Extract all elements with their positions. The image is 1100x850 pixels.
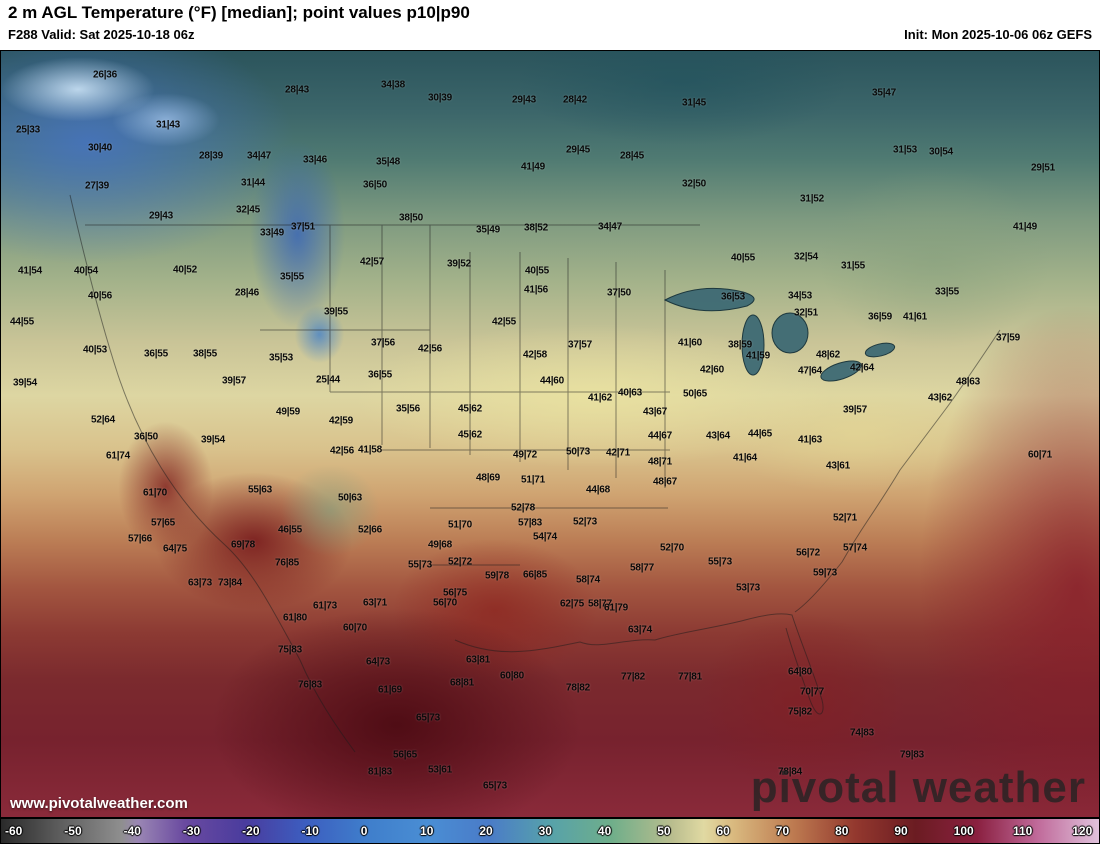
init-time-label: Init: Mon 2025-10-06 06z GEFS [904,27,1092,42]
colorbar-tick: 90 [894,824,908,838]
temperature-map [0,50,1100,818]
colorbar-tick: 20 [479,824,493,838]
colorbar-tick: 100 [953,824,974,838]
colorbar-tick: 120 [1072,824,1093,838]
colorbar-tick: 0 [360,824,368,838]
colorbar-tick: 110 [1012,824,1033,838]
brand-watermark: pivotal weather [750,763,1086,812]
colorbar-tick: 50 [657,824,671,838]
colorbar-tick: -10 [301,824,319,838]
colorbar-tick: 70 [775,824,790,838]
site-url-watermark: www.pivotalweather.com [10,795,188,812]
temperature-colorbar: -60 -50 -40 -30 -20 -10 0 10 20 30 40 50 60 70 80 90 100… [0,818,1100,844]
colorbar-tick: 30 [538,824,552,838]
colorbar-tick: 10 [420,824,434,838]
colorbar-tick: -30 [182,824,201,838]
map-title: 2 m AGL Temperature (°F) [median]; point… [8,3,470,22]
colorbar-tick: -20 [242,824,260,838]
colorbar-tick: -60 [5,824,23,838]
map-header: 2 m AGL Temperature (°F) [median]; point… [0,0,1100,50]
colorbar-tick: 40 [597,824,612,838]
colorbar-tick: 80 [835,824,849,838]
valid-time-label: F288 Valid: Sat 2025-10-18 06z [8,27,195,42]
colorbar-tick: -40 [123,824,141,838]
colorbar-tick: 60 [716,824,730,838]
colorbar-tick: -50 [64,824,82,838]
